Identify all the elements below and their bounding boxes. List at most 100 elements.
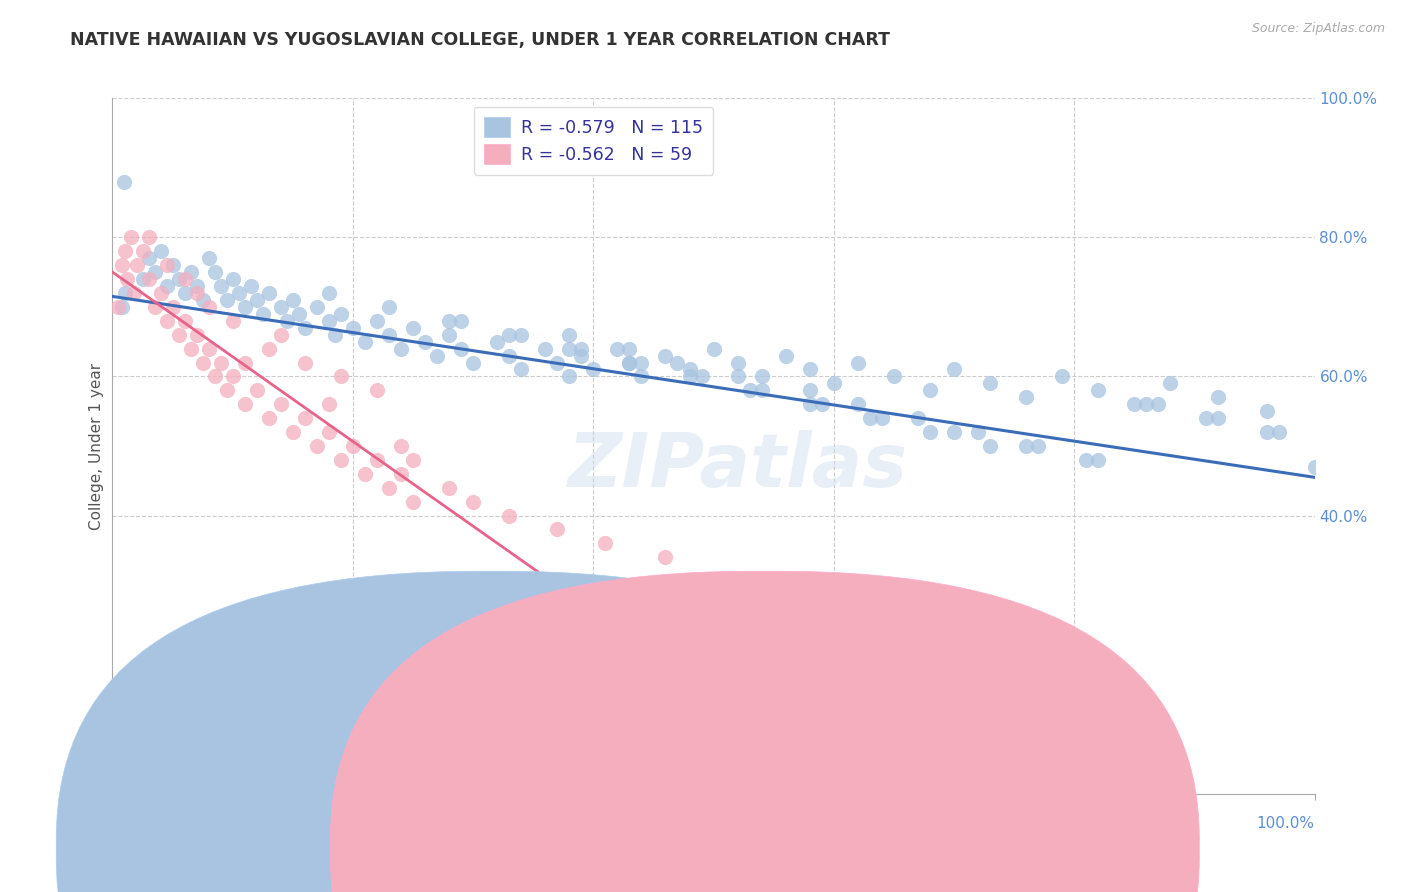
Point	[281, 425, 304, 439]
Point	[155, 258, 177, 272]
Point	[630, 369, 652, 384]
Point	[342, 439, 364, 453]
Point	[318, 425, 340, 439]
Point	[389, 342, 412, 356]
Point	[197, 300, 219, 314]
Point	[799, 384, 821, 398]
Point	[413, 334, 436, 349]
Point	[204, 265, 226, 279]
Point	[233, 355, 256, 369]
Point	[1147, 397, 1170, 411]
Point	[215, 293, 238, 307]
Point	[115, 272, 138, 286]
Point	[619, 355, 641, 369]
Point	[252, 307, 274, 321]
Point	[318, 285, 340, 300]
Point	[318, 314, 340, 328]
Point	[582, 362, 605, 376]
Point	[288, 307, 311, 321]
Point	[979, 376, 1001, 391]
Point	[329, 307, 352, 321]
Point	[619, 342, 641, 356]
Point	[558, 342, 581, 356]
Point	[846, 397, 869, 411]
Point	[498, 327, 520, 342]
Point	[654, 349, 676, 363]
Point	[569, 342, 592, 356]
Point	[1303, 459, 1326, 474]
Point	[173, 272, 195, 286]
Point	[138, 230, 160, 244]
Point	[546, 355, 568, 369]
Point	[1087, 453, 1109, 467]
Point	[1256, 404, 1278, 418]
Point	[727, 369, 749, 384]
Legend: R = -0.579   N = 115, R = -0.562   N = 59: R = -0.579 N = 115, R = -0.562 N = 59	[474, 107, 713, 175]
Point	[233, 300, 256, 314]
Point	[125, 258, 148, 272]
Point	[131, 272, 153, 286]
Point	[162, 300, 184, 314]
Point	[173, 285, 195, 300]
Point	[342, 320, 364, 334]
Point	[270, 397, 292, 411]
Point	[294, 411, 316, 425]
Point	[450, 314, 472, 328]
Point	[498, 349, 520, 363]
Point	[799, 397, 821, 411]
Point	[329, 369, 352, 384]
Point	[546, 523, 568, 537]
Point	[810, 397, 832, 411]
Point	[209, 279, 232, 293]
Point	[354, 467, 377, 481]
Point	[366, 384, 388, 398]
Point	[727, 355, 749, 369]
Point	[197, 342, 219, 356]
Point	[907, 411, 929, 425]
Point	[558, 327, 581, 342]
Point	[222, 314, 245, 328]
Point	[942, 362, 965, 376]
Point	[389, 439, 412, 453]
Point	[870, 411, 893, 425]
Point	[281, 293, 304, 307]
Point	[1026, 439, 1049, 453]
Point	[107, 300, 129, 314]
Point	[918, 425, 941, 439]
Point	[270, 300, 292, 314]
Point	[510, 362, 533, 376]
Point	[246, 384, 269, 398]
Point	[131, 244, 153, 259]
Point	[294, 320, 316, 334]
Point	[1267, 425, 1289, 439]
Point	[606, 342, 628, 356]
Text: Source: ZipAtlas.com: Source: ZipAtlas.com	[1251, 22, 1385, 36]
Point	[378, 327, 401, 342]
Point	[323, 327, 346, 342]
Point	[486, 334, 509, 349]
Point	[1076, 453, 1098, 467]
Text: 100.0%: 100.0%	[1257, 816, 1315, 831]
Point	[305, 439, 328, 453]
Point	[318, 397, 340, 411]
Point	[222, 369, 245, 384]
Point	[239, 279, 262, 293]
Point	[143, 265, 166, 279]
Point	[510, 327, 533, 342]
Point	[846, 355, 869, 369]
Point	[149, 285, 172, 300]
Point	[619, 355, 641, 369]
Point	[149, 244, 172, 259]
Point	[1195, 411, 1218, 425]
Text: Yugoslavians: Yugoslavians	[785, 841, 883, 856]
Point	[979, 439, 1001, 453]
Point	[1015, 439, 1038, 453]
Point	[257, 342, 280, 356]
Point	[276, 314, 298, 328]
Point	[654, 550, 676, 565]
Point	[666, 355, 689, 369]
Point	[167, 272, 190, 286]
Point	[180, 342, 202, 356]
Point	[918, 384, 941, 398]
Point	[122, 285, 145, 300]
